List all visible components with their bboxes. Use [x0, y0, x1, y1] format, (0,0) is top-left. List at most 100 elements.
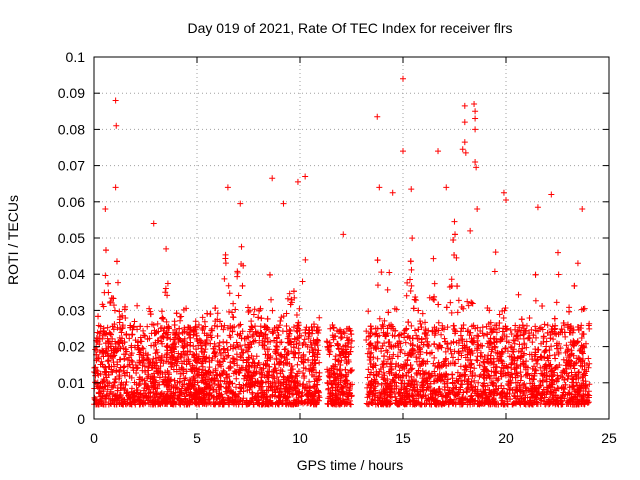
data-point	[262, 361, 269, 368]
data-point	[109, 369, 116, 376]
data-point	[490, 382, 497, 389]
data-point	[526, 330, 533, 337]
data-point	[411, 327, 418, 334]
data-point	[563, 401, 570, 408]
data-point	[518, 327, 525, 334]
data-point	[422, 401, 429, 408]
data-point	[135, 382, 142, 389]
data-point	[451, 251, 458, 258]
data-point	[133, 387, 140, 394]
data-point	[396, 389, 403, 396]
data-point	[424, 338, 431, 345]
data-point	[424, 375, 431, 382]
data-point	[245, 341, 252, 348]
data-point	[284, 295, 291, 302]
data-point	[100, 388, 107, 395]
data-point	[472, 108, 479, 115]
data-point	[118, 384, 125, 391]
data-point	[290, 288, 297, 295]
data-point	[402, 386, 409, 393]
data-point	[224, 386, 231, 393]
data-point	[348, 344, 355, 351]
data-point	[171, 321, 178, 328]
data-point	[560, 356, 567, 363]
data-point	[530, 363, 537, 370]
data-point	[206, 364, 213, 371]
data-point	[235, 322, 242, 329]
data-point	[198, 345, 205, 352]
data-point	[507, 343, 514, 350]
data-point	[96, 335, 103, 342]
data-point	[316, 314, 323, 321]
data-point	[463, 344, 470, 351]
data-point	[251, 360, 258, 367]
data-point	[493, 363, 500, 370]
data-point	[246, 328, 253, 335]
data-point	[546, 347, 553, 354]
data-point	[190, 343, 197, 350]
data-point	[378, 381, 385, 388]
data-point	[541, 401, 548, 408]
data-point	[439, 325, 446, 332]
data-point	[249, 395, 256, 402]
data-point	[239, 364, 246, 371]
data-point	[140, 359, 147, 366]
data-point	[157, 401, 164, 408]
data-point	[144, 375, 151, 382]
data-point	[441, 335, 448, 342]
data-point	[208, 377, 215, 384]
data-point	[210, 399, 217, 406]
data-point	[305, 327, 312, 334]
data-point	[277, 380, 284, 387]
data-point	[404, 357, 411, 364]
data-point	[266, 271, 273, 278]
data-point	[328, 342, 335, 349]
data-point	[218, 323, 225, 330]
data-point	[147, 311, 154, 318]
data-point	[567, 339, 574, 346]
data-point	[225, 282, 232, 289]
data-point	[464, 351, 471, 358]
data-point	[368, 349, 375, 356]
data-point	[338, 371, 345, 378]
data-point	[245, 308, 252, 315]
data-point	[122, 315, 129, 322]
data-point	[510, 346, 517, 353]
data-point	[183, 386, 190, 393]
data-point	[372, 362, 379, 369]
data-point	[257, 329, 264, 336]
data-point	[167, 336, 174, 343]
data-point	[232, 306, 239, 313]
data-point	[504, 400, 511, 407]
data-point	[541, 349, 548, 356]
data-point	[288, 362, 295, 369]
data-point	[495, 401, 502, 408]
data-point	[431, 293, 438, 300]
data-point	[156, 374, 163, 381]
data-point	[479, 330, 486, 337]
data-point	[417, 370, 424, 377]
data-point	[398, 346, 405, 353]
data-point	[492, 344, 499, 351]
data-point	[140, 399, 147, 406]
data-point	[574, 391, 581, 398]
data-point	[365, 308, 372, 315]
data-point	[267, 397, 274, 404]
data-point	[294, 361, 301, 368]
data-point	[553, 376, 560, 383]
data-point	[281, 386, 288, 393]
data-point	[538, 370, 545, 377]
data-point	[548, 191, 555, 198]
data-point	[403, 385, 410, 392]
data-point	[400, 75, 406, 82]
data-point	[461, 139, 468, 146]
data-point	[415, 307, 422, 314]
data-point	[342, 373, 349, 380]
data-point	[105, 357, 112, 364]
data-point	[388, 343, 395, 350]
data-point	[207, 332, 214, 339]
data-point	[416, 346, 423, 353]
data-point	[201, 349, 208, 356]
data-point	[290, 324, 297, 331]
data-point	[442, 338, 449, 345]
